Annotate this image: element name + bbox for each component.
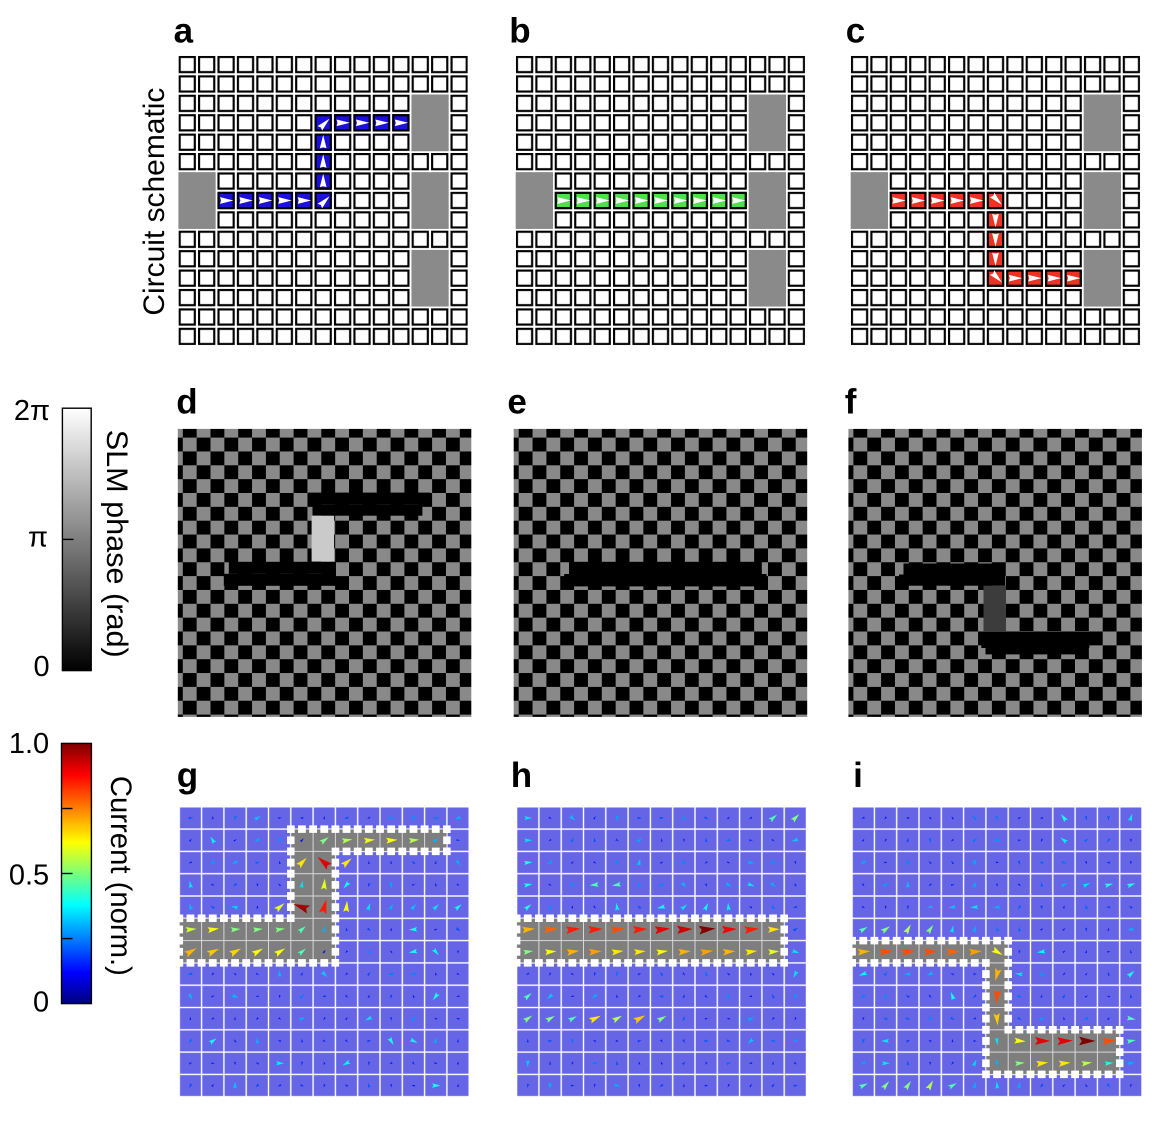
svg-text:Circuit schematic: Circuit schematic <box>138 88 171 316</box>
svg-text:2π: 2π <box>14 395 50 427</box>
svg-text:h: h <box>511 756 532 795</box>
svg-text:SLM phase (rad): SLM phase (rad) <box>100 430 133 658</box>
svg-text:b: b <box>509 11 530 50</box>
svg-text:π: π <box>28 521 48 553</box>
svg-text:i: i <box>853 756 863 795</box>
svg-text:0: 0 <box>33 986 49 1018</box>
svg-text:f: f <box>845 383 857 422</box>
svg-text:Current (norm.): Current (norm.) <box>104 776 137 976</box>
svg-text:0.5: 0.5 <box>9 860 49 892</box>
svg-text:a: a <box>174 11 194 50</box>
svg-text:c: c <box>846 11 865 50</box>
svg-text:0: 0 <box>33 651 49 683</box>
svg-text:e: e <box>507 383 526 422</box>
svg-text:d: d <box>176 383 197 422</box>
svg-text:1.0: 1.0 <box>9 728 49 760</box>
svg-text:g: g <box>177 756 198 795</box>
